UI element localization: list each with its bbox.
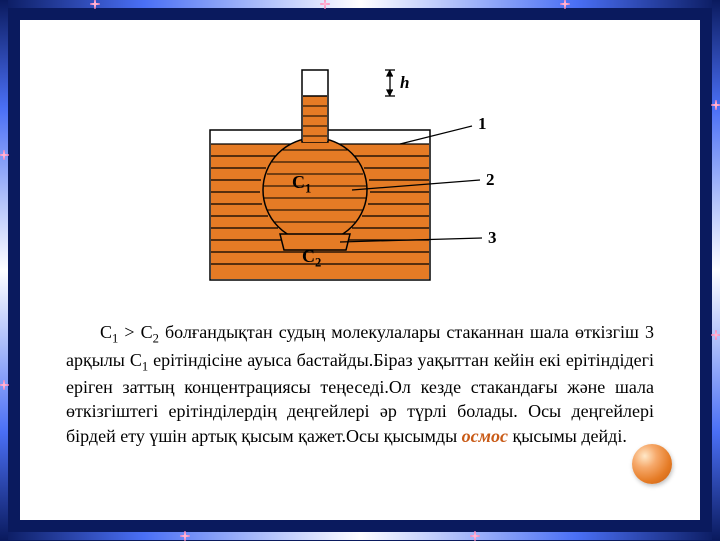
- callout-2: 2: [486, 170, 495, 190]
- sparkle-icon: [560, 0, 570, 9]
- osmos-word: осмос: [462, 426, 508, 446]
- decorative-ball-icon: [632, 444, 672, 484]
- sparkle-icon: [90, 0, 100, 9]
- diagram-svg: [130, 50, 590, 310]
- label-c2: С2: [302, 246, 321, 271]
- label-h: h: [400, 73, 409, 93]
- osmosis-diagram: h С1 С2 1 2 3: [130, 50, 590, 310]
- label-c1: С1: [292, 172, 311, 197]
- frame-top: [0, 0, 720, 8]
- sparkle-icon: [320, 0, 330, 9]
- c1-sub: 1: [305, 182, 311, 196]
- callout-3: 3: [488, 228, 497, 248]
- sparkle-icon: [0, 150, 9, 160]
- callout-1: 1: [478, 114, 487, 134]
- sparkle-icon: [711, 330, 720, 340]
- frame-bottom: [0, 532, 720, 540]
- content-card: h С1 С2 1 2 3 С1 > С2 болғандықтан судың…: [18, 18, 702, 522]
- body-paragraph: С1 > С2 болғандықтан судың молекулалары …: [60, 320, 660, 448]
- c2-letter: С: [302, 246, 315, 266]
- frame-right: [712, 0, 720, 540]
- p-t2: > С: [118, 322, 152, 342]
- p-t0: С: [100, 322, 112, 342]
- sparkle-icon: [711, 100, 720, 110]
- sparkle-icon: [0, 380, 9, 390]
- c2-sub: 2: [315, 256, 321, 270]
- p-t8: қысымы дейді.: [508, 426, 627, 446]
- c1-letter: С: [292, 172, 305, 192]
- frame-left: [0, 0, 8, 540]
